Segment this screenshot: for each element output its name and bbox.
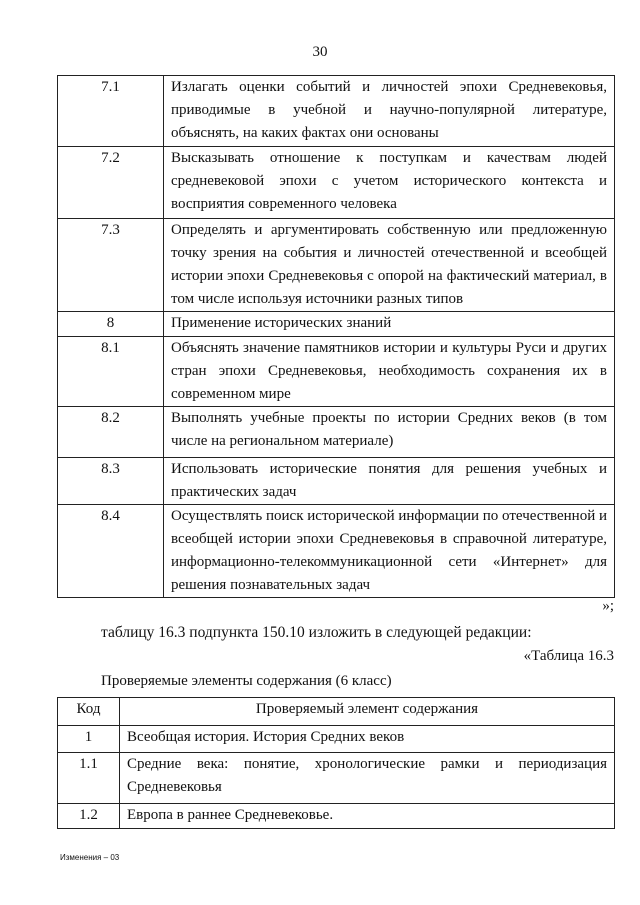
table-row: 1.2 Европа в раннее Средневековье.: [57, 803, 615, 829]
table-row: 7.3 Определять и аргументировать собствен…: [57, 218, 615, 312]
table-row: 8.2 Выполнять учебные проекты по истории …: [57, 406, 615, 458]
table-row: 8.3 Использовать исторические понятия для…: [57, 457, 615, 505]
row-text: Определять и аргументировать собственную…: [163, 218, 615, 312]
row-code: 8.2: [57, 406, 164, 458]
row-code: 8.3: [57, 457, 164, 505]
row-text: Использовать исторические понятия для ре…: [163, 457, 615, 505]
table-row: 1.1 Средние века: понятие, хронологически…: [57, 752, 615, 804]
table-header-row: Код Проверяемый элемент содержания: [57, 697, 615, 726]
row-code: 8: [57, 311, 164, 337]
table-caption: Проверяемые элементы содержания (6 класс…: [101, 673, 392, 689]
row-code: 7.3: [57, 218, 164, 312]
row-code: 7.1: [57, 75, 164, 147]
row-text: Европа в раннее Средневековье.: [119, 803, 615, 829]
row-text: Всеобщая история. История Средних веков: [119, 725, 615, 753]
row-text: Применение исторических знаний: [163, 311, 615, 337]
closing-quote: »;: [602, 598, 614, 614]
content-elements-table: Код Проверяемый элемент содержания 1 Всео…: [57, 697, 615, 829]
header-element: Проверяемый элемент содержания: [119, 697, 615, 726]
outcomes-table: 7.1 Излагать оценки событий и личностей э…: [57, 75, 615, 598]
table-row: 8.1 Объяснять значение памятников истории…: [57, 336, 615, 407]
row-code: 1.2: [57, 803, 120, 829]
row-code: 8.4: [57, 504, 164, 598]
header-code: Код: [57, 697, 120, 726]
table-row: 7.2 Высказывать отношение к поступкам и к…: [57, 146, 615, 219]
row-code: 8.1: [57, 336, 164, 407]
row-code: 7.2: [57, 146, 164, 219]
table-label: «Таблица 16.3: [523, 648, 614, 664]
row-text: Высказывать отношение к поступкам и каче…: [163, 146, 615, 219]
table-row: 7.1 Излагать оценки событий и личностей э…: [57, 75, 615, 147]
table-row: 1 Всеобщая история. История Средних веков: [57, 725, 615, 753]
row-text: Осуществлять поиск исторической информац…: [163, 504, 615, 598]
table-row: 8 Применение исторических знаний: [57, 311, 615, 337]
instruction-text: таблицу 16.3 подпункта 150.10 изложить в…: [101, 624, 532, 641]
row-text: Излагать оценки событий и личностей эпох…: [163, 75, 615, 147]
footer-revision: Изменения – 03: [60, 853, 120, 862]
page-number: 30: [312, 44, 328, 60]
table-row: 8.4 Осуществлять поиск исторической инфор…: [57, 504, 615, 598]
row-text: Объяснять значение памятников истории и …: [163, 336, 615, 407]
row-text: Средние века: понятие, хронологические р…: [119, 752, 615, 804]
row-code: 1.1: [57, 752, 120, 804]
row-code: 1: [57, 725, 120, 753]
row-text: Выполнять учебные проекты по истории Сре…: [163, 406, 615, 458]
